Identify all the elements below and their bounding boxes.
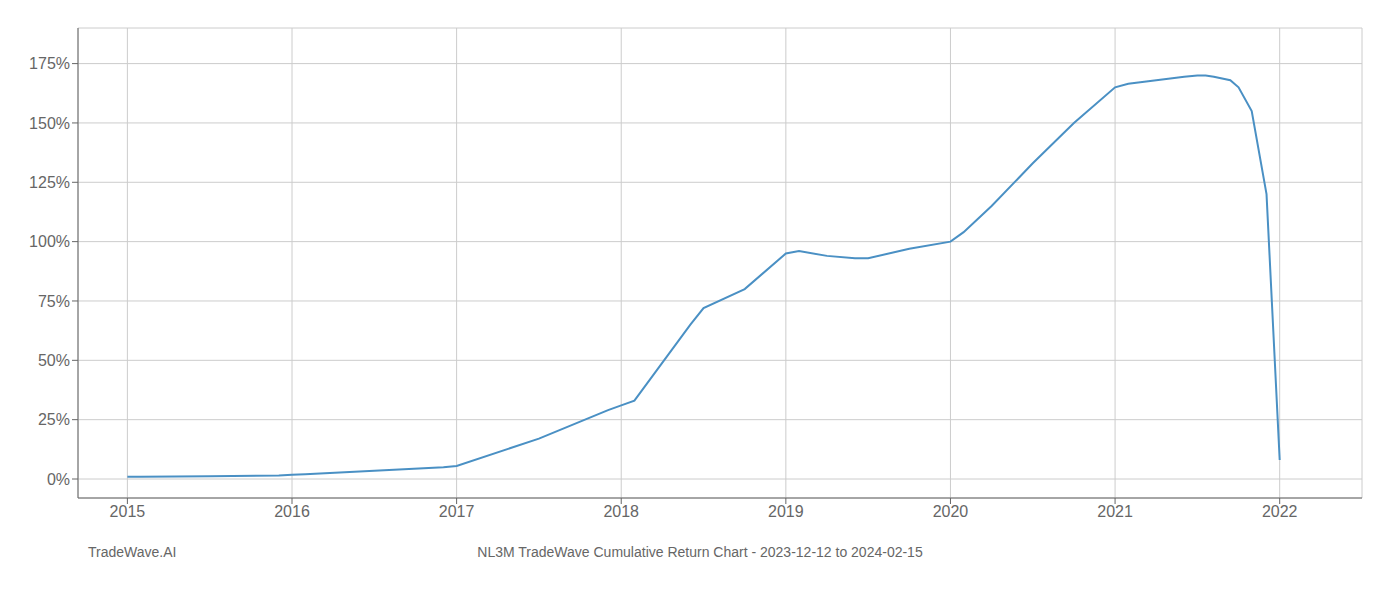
svg-text:2020: 2020 xyxy=(933,503,969,520)
svg-text:175%: 175% xyxy=(29,55,70,72)
svg-text:2018: 2018 xyxy=(603,503,639,520)
svg-text:2022: 2022 xyxy=(1262,503,1298,520)
svg-text:100%: 100% xyxy=(29,233,70,250)
svg-text:0%: 0% xyxy=(47,471,70,488)
html-text:NL3M TradeWave Cumulative Retu: NL3M TradeWave Cumulative Return Chart -… xyxy=(477,544,923,560)
svg-text:2021: 2021 xyxy=(1097,503,1133,520)
svg-text:2017: 2017 xyxy=(439,503,475,520)
svg-text:25%: 25% xyxy=(38,411,70,428)
svg-text:2016: 2016 xyxy=(274,503,310,520)
svg-text:125%: 125% xyxy=(29,174,70,191)
html-text:TradeWave.AI: TradeWave.AI xyxy=(88,544,177,560)
svg-text:150%: 150% xyxy=(29,115,70,132)
svg-text:75%: 75% xyxy=(38,293,70,310)
svg-text:2015: 2015 xyxy=(110,503,146,520)
svg-text:2019: 2019 xyxy=(768,503,804,520)
svg-text:50%: 50% xyxy=(38,352,70,369)
